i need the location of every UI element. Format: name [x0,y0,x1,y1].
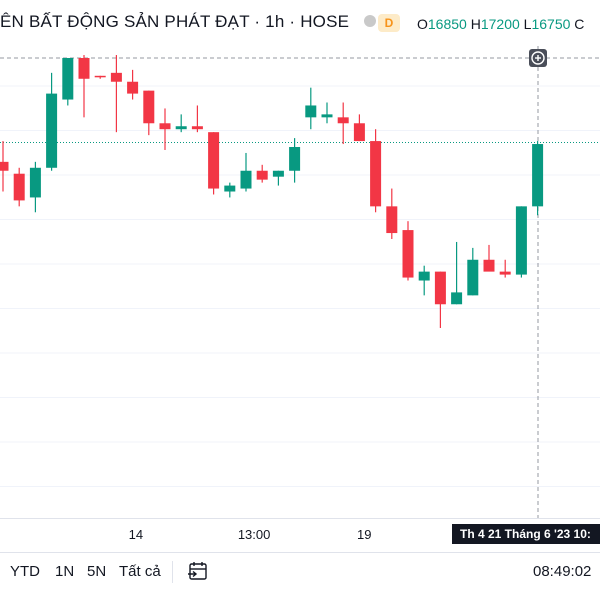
candle-body [402,230,414,278]
candle-down[interactable] [256,164,268,183]
candle-body [110,72,122,82]
candle-up[interactable] [321,102,333,124]
ohlc-high-label: H [470,16,481,32]
candle-body [467,259,479,296]
candle-body [337,117,349,124]
candle-body [256,170,268,180]
calendar-goto-icon[interactable] [186,559,210,583]
candle-up[interactable] [46,72,58,171]
ohlc-close-label: C [574,16,585,32]
candle-down[interactable] [370,129,382,213]
candle-down[interactable] [483,244,495,272]
candle-down[interactable] [127,69,139,100]
candle-up[interactable] [467,247,479,296]
candle-body [434,271,446,305]
plus-icon [531,51,545,65]
candle-body [0,161,9,171]
candle-up[interactable] [62,58,74,106]
candle-body [78,58,90,79]
chart-header: ÊN BẤT ĐỘNG SẢN PHÁT ĐẠT · 1h · HOSE D O… [0,0,600,46]
time-axis[interactable]: 14 13:00 19 [0,518,600,549]
candle-up[interactable] [240,152,252,192]
candle-up[interactable] [305,87,317,130]
ohlc-readout: O16850 H17200 L16750 C [417,16,584,32]
candle-body [386,206,398,234]
range-5y-button[interactable]: 5N [87,563,107,580]
candle-down[interactable] [94,75,106,79]
candle-down[interactable] [402,221,414,281]
candle-down[interactable] [434,271,446,328]
candle-down[interactable] [0,141,9,192]
x-tick-label: 13:00 [237,527,271,542]
range-all-button[interactable]: Tất cả [119,563,161,580]
candle-body [289,147,301,171]
candle-body [29,167,41,198]
candle-body [483,259,495,272]
ohlc-high-value: 17200 [480,16,520,32]
candlestick-plot[interactable] [0,46,600,518]
candle-body [451,292,463,305]
candle-body [13,173,25,201]
candle-body [191,126,203,130]
candle-down[interactable] [386,188,398,239]
candle-down[interactable] [337,102,349,145]
candle-body [127,81,139,94]
range-1y-button[interactable]: 1N [55,563,75,580]
candle-body [370,141,382,207]
candle-body [159,123,171,130]
candle-down[interactable] [191,105,203,133]
candle-body [208,132,220,189]
candle-up[interactable] [272,170,284,186]
x-tick-label: 19 [357,527,372,542]
candle-down[interactable] [78,55,90,118]
toolbar-divider [172,561,173,583]
candle-body [305,105,317,118]
candle-up[interactable] [418,265,430,296]
candle-body [532,144,544,207]
candle-down[interactable] [110,55,122,133]
candle-body [418,271,430,281]
ohlc-low-value: 16750 [531,16,571,32]
candle-body [499,271,511,275]
candle-body [62,58,74,100]
x-tick-label: 14 [128,527,144,542]
candle-body [224,185,236,192]
range-ytd-button[interactable]: YTD [10,563,40,580]
candle-down[interactable] [143,90,155,136]
candle-down[interactable] [13,167,25,207]
candle-body [175,126,187,130]
candle-body [240,170,252,189]
bottom-toolbar: YTD 1N 5N Tất cả 08:49:02 [0,552,600,601]
candle-up[interactable] [224,182,236,198]
candle-body [353,123,365,142]
candle-body [143,90,155,124]
candle-body [515,206,527,275]
ohlc-open-value: 16850 [427,16,467,32]
candle-down[interactable] [353,114,365,142]
candle-up[interactable] [29,161,41,213]
candle-down[interactable] [208,132,220,195]
candle-down[interactable] [499,259,511,278]
candle-body [94,75,106,78]
ohlc-open-label: O [417,16,428,32]
candle-body [46,93,58,168]
candle-down[interactable] [159,108,171,150]
candle-up[interactable] [532,141,544,216]
ohlc-low-label: L [523,16,532,32]
candle-body [321,114,333,118]
symbol-title[interactable]: ÊN BẤT ĐỘNG SẢN PHÁT ĐẠT · 1h · HOSE [0,12,350,31]
symbol-status-dot [364,15,376,27]
candle-body [272,170,284,177]
candle-up[interactable] [175,114,187,133]
candle-up[interactable] [451,241,463,305]
candle-up[interactable] [289,138,301,183]
add-plus-button[interactable] [529,49,547,67]
delayed-data-badge[interactable]: D [378,14,400,32]
crosshair-time-label: Th 4 21 Tháng 6 '23 10: [452,524,600,544]
candle-up[interactable] [515,206,527,278]
clock-readout: 08:49:02 [533,563,592,580]
